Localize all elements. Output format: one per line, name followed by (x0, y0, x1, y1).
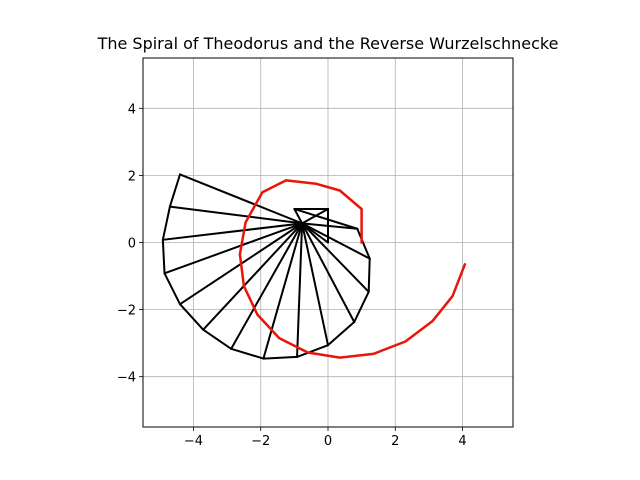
y-tick-label: −2 (117, 304, 136, 319)
spiral-outer-edge (367, 257, 371, 293)
spiral-outer-edge (293, 207, 359, 230)
spiral-spoke (262, 222, 304, 360)
grid-lines (143, 58, 513, 427)
spiral-spoke (230, 222, 304, 350)
chart-title: The Spiral of Theodorus and the Reverse … (97, 34, 559, 53)
spiral-outer-edge (202, 328, 233, 350)
spiral-outer-edge (353, 290, 370, 324)
x-tick-label: −2 (251, 434, 270, 449)
y-tick-label: −4 (117, 371, 136, 386)
spiral-outer-edge (161, 238, 166, 275)
x-tick-label: 4 (458, 434, 466, 449)
y-tick-label: 2 (128, 169, 136, 184)
spiral-spoke (301, 222, 329, 347)
spiral-outer-edge (163, 272, 181, 306)
spiral-spoke (293, 207, 304, 225)
spiral-spoke (161, 222, 304, 241)
spiral-spoke (163, 222, 304, 275)
spiral-outer-edge (168, 173, 181, 208)
spiral-outer-edge (296, 344, 329, 358)
spiral-spoke (168, 205, 304, 225)
spiral-outer-edge (356, 227, 371, 260)
spiral-spoke (301, 222, 370, 293)
spiral-outer-edge (327, 321, 356, 347)
y-tick-label: 0 (128, 237, 136, 252)
spiral-spoke (301, 222, 371, 260)
spiral-outer-edge (179, 303, 205, 331)
spiral-outer-edge (262, 355, 299, 360)
y-tick-label: 4 (128, 102, 136, 117)
spiral-spoke (296, 222, 304, 358)
spiral-spoke (301, 222, 359, 230)
x-tick-label: 2 (391, 434, 399, 449)
spiral-spoke (179, 173, 304, 225)
axis-ticks: −4 −2 0 2 4 −4 −2 0 2 4 (117, 102, 467, 449)
spiral-spoke (301, 222, 356, 324)
x-tick-label: −4 (184, 434, 203, 449)
plot-series (161, 173, 467, 360)
x-tick-label: 0 (324, 434, 332, 449)
spiral-spoke (202, 222, 304, 331)
spiral-outer-edge (230, 347, 265, 360)
reverse-spiral-curve (238, 179, 467, 359)
spiral-outer-edge (161, 205, 171, 241)
